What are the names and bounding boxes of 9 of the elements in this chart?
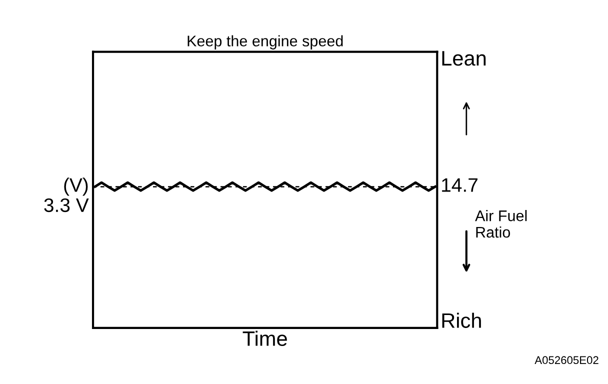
ref-line-label: 3.3 V <box>44 198 89 212</box>
text: Air Fuel Ratio <box>475 210 527 238</box>
text: A052605E02 <box>534 356 598 364</box>
text: Rich <box>442 312 481 328</box>
text: 14.7 <box>442 178 478 192</box>
text: Lean <box>442 51 486 66</box>
x-axis-title: Time <box>242 330 287 346</box>
chart-title: Keep the engine speed <box>188 35 343 50</box>
y-axis-title: (V) <box>64 178 88 196</box>
